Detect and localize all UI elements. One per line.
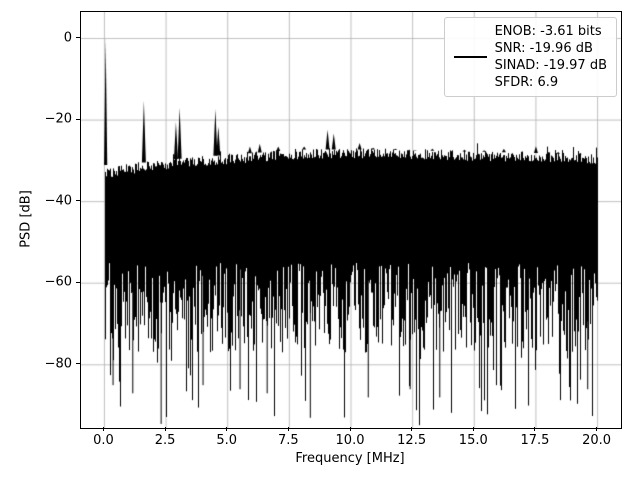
x-axis-label: Frequency [MHz] xyxy=(295,451,405,466)
y-tick-mark xyxy=(76,37,80,38)
legend-entries: ENOB: -3.61 bits SNR: -19.96 dB SINAD: -… xyxy=(495,23,607,91)
y-tick-label: −40 xyxy=(44,193,72,209)
y-tick-mark xyxy=(76,118,80,120)
x-tick-label: 15.0 xyxy=(458,433,488,448)
x-tick-mark xyxy=(287,427,289,431)
x-tick-label: 10.0 xyxy=(335,433,365,448)
y-tick-label: 0 xyxy=(63,30,72,45)
legend-line-sample xyxy=(453,56,487,58)
y-tick-label: −20 xyxy=(44,111,72,127)
x-tick-label: 2.5 xyxy=(154,433,176,448)
y-tick-label: −60 xyxy=(44,274,72,290)
x-tick-label: 7.5 xyxy=(278,433,299,448)
legend-entry-sinad: SINAD: -19.97 dB xyxy=(494,58,607,73)
legend-entry-enob: ENOB: -3.61 bits xyxy=(494,24,602,39)
y-tick-label: −80 xyxy=(44,356,72,372)
x-tick-label: 5.0 xyxy=(216,433,238,448)
x-tick-label: 0.0 xyxy=(93,433,114,448)
x-tick-mark xyxy=(349,427,351,431)
x-tick-label: 20.0 xyxy=(582,433,612,448)
y-axis-label: PSD [dB] xyxy=(18,190,34,248)
legend-entry-snr: SNR: -19.96 dB xyxy=(494,41,593,56)
x-tick-label: 17.5 xyxy=(520,433,550,448)
x-tick-mark xyxy=(226,427,228,431)
legend: ENOB: -3.61 bits SNR: -19.96 dB SINAD: -… xyxy=(443,17,617,97)
x-tick-mark xyxy=(472,427,474,431)
x-tick-mark xyxy=(411,427,413,431)
x-tick-mark xyxy=(596,427,598,431)
y-tick-mark xyxy=(76,200,80,202)
y-tick-mark xyxy=(76,281,80,283)
y-tick-mark xyxy=(76,363,80,365)
legend-entry-sfdr: SFDR: 6.9 xyxy=(494,75,559,90)
x-tick-mark xyxy=(102,427,104,431)
x-tick-label: 12.5 xyxy=(397,433,427,448)
x-tick-mark xyxy=(164,427,166,431)
x-tick-mark xyxy=(534,427,536,431)
